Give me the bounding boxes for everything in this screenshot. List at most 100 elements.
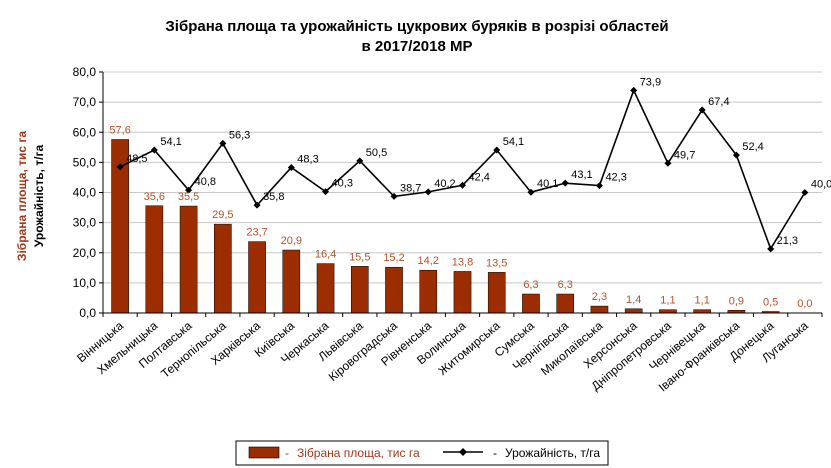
yield-point-11 xyxy=(459,181,466,189)
yield-point-12 xyxy=(493,146,501,154)
yield-value-label: 54,1 xyxy=(160,136,181,148)
yield-value-label: 43,1 xyxy=(571,169,592,181)
y-tick-label: 50,0 xyxy=(73,155,97,169)
data-labels: 57,6 35,6 35,5 29,5 23,7 20,9 16,4 15,5 15,2 14,2… xyxy=(109,76,831,310)
bar-5 xyxy=(248,241,266,314)
y-tick-label: 40,0 xyxy=(73,186,97,200)
yield-value-label: 49,7 xyxy=(674,149,695,161)
bar-14 xyxy=(556,293,575,314)
bar-value-label: 13,5 xyxy=(486,257,507,269)
yield-value-label: 35,8 xyxy=(263,191,284,203)
y-tick-label: 20,0 xyxy=(73,246,97,260)
axes: 0,0 10,0 20,0 30,0 40,0 50,0 60,0 70,0 80,0 xyxy=(73,65,823,320)
yield-point-13 xyxy=(527,188,535,196)
bar-value-label: 13,8 xyxy=(452,256,473,268)
bar-value-label: 0,9 xyxy=(729,295,744,307)
bar-value-label: 1,1 xyxy=(660,295,675,307)
bar-7 xyxy=(316,263,335,314)
bar-13 xyxy=(522,293,540,314)
bar-value-label: 15,5 xyxy=(349,251,370,263)
yield-value-label: 21,3 xyxy=(777,235,798,247)
bar-2 xyxy=(145,205,164,314)
bar-value-label: 6,3 xyxy=(523,279,538,291)
chart-title-line-2: в 2017/2018 МР xyxy=(362,38,473,55)
yield-point-7 xyxy=(322,188,330,196)
yield-value-label: 40,3 xyxy=(332,178,353,190)
bar-12 xyxy=(487,272,506,314)
bar-10 xyxy=(419,269,438,314)
legend-box xyxy=(235,440,609,466)
y-axis-label-area: Зібрана площа, тис га xyxy=(15,131,29,261)
yield-point-1 xyxy=(116,163,124,171)
legend-yield-marker xyxy=(459,448,467,456)
bar-value-label: 1,4 xyxy=(626,294,641,306)
yield-value-label: 52,4 xyxy=(742,141,763,153)
bar-value-label: 6,3 xyxy=(558,279,573,291)
bar-value-label: 20,9 xyxy=(281,235,302,247)
yield-value-label: 73,9 xyxy=(640,76,661,88)
bar-value-label: 14,2 xyxy=(418,255,439,267)
yield-point-18 xyxy=(698,106,706,114)
bar-9 xyxy=(385,266,403,314)
y-tick-label: 70,0 xyxy=(73,95,97,109)
yield-point-5 xyxy=(253,201,261,209)
yield-value-label: 40,0 xyxy=(811,179,831,191)
yield-point-16 xyxy=(630,86,638,94)
bar-value-label: 57,6 xyxy=(109,124,130,136)
yield-point-8 xyxy=(356,157,364,165)
bar-value-label: 0,5 xyxy=(763,296,778,308)
yield-series xyxy=(116,86,809,253)
bar-15 xyxy=(590,305,609,314)
yield-value-label: 48,5 xyxy=(126,153,147,165)
y-tick-label: 60,0 xyxy=(73,125,97,139)
yield-point-15 xyxy=(595,182,603,190)
bar-value-label: 35,6 xyxy=(144,191,165,203)
y-tick-label: 0,0 xyxy=(79,306,96,320)
legend-yield-label: Урожайність, т/га xyxy=(505,446,600,460)
yield-value-label: 50,5 xyxy=(366,147,387,159)
yield-point-10 xyxy=(424,188,432,196)
yield-value-label: 40,2 xyxy=(434,178,455,190)
yield-point-19 xyxy=(732,151,740,159)
legend: - Зібрана площа, тис га - Урожайність, т… xyxy=(235,440,609,466)
yield-value-label: 40,1 xyxy=(537,178,558,190)
bar-value-label: 23,7 xyxy=(246,227,267,239)
yield-value-label: 40,8 xyxy=(195,176,216,188)
bar-value-label: 15,2 xyxy=(383,252,404,264)
yield-value-label: 38,7 xyxy=(400,182,421,194)
bar-4 xyxy=(214,223,232,314)
y-axis-label-yield: Урожайність, т/га xyxy=(32,145,46,248)
yield-value-label: 48,3 xyxy=(297,153,318,165)
bar-6 xyxy=(282,249,301,314)
bar-11 xyxy=(453,271,472,314)
chart-title-line-1: Зібрана площа та урожайність цукрових бу… xyxy=(165,18,668,35)
yield-value-label: 42,4 xyxy=(469,171,490,183)
bar-value-label: 29,5 xyxy=(212,209,233,221)
y-tick-label: 80,0 xyxy=(73,65,97,79)
yield-point-14 xyxy=(561,179,569,187)
bar-16 xyxy=(624,308,643,314)
y-tick-label: 30,0 xyxy=(73,216,97,230)
yield-point-4 xyxy=(219,139,227,147)
legend-area-dash: - xyxy=(285,446,289,460)
legend-area-swatch xyxy=(248,446,280,459)
yield-value-label: 54,1 xyxy=(503,136,524,148)
yield-value-label: 56,3 xyxy=(229,129,250,141)
legend-area-label: Зібрана площа, тис га xyxy=(297,446,420,460)
bar-value-label: 1,1 xyxy=(695,295,710,307)
bar-8 xyxy=(350,266,369,314)
bar-value-label: 2,3 xyxy=(592,291,607,303)
bar-3 xyxy=(179,205,198,314)
yield-point-2 xyxy=(150,146,158,154)
legend-yield-dash: - xyxy=(493,446,497,460)
yield-point-17 xyxy=(664,159,672,167)
yield-value-label: 42,3 xyxy=(605,172,626,184)
y-tick-label: 10,0 xyxy=(73,276,97,290)
yield-point-20 xyxy=(767,245,775,253)
yield-point-3 xyxy=(185,186,193,194)
bar-value-label: 16,4 xyxy=(315,249,336,261)
bar-value-label: 35,5 xyxy=(178,191,199,203)
yield-point-6 xyxy=(287,163,295,171)
